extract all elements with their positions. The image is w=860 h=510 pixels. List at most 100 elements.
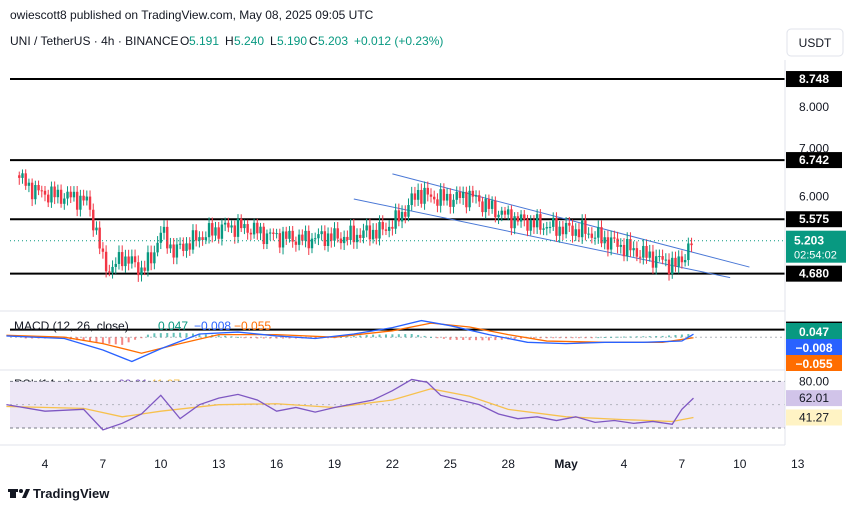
candle-body xyxy=(117,252,121,264)
macd-hist-bar xyxy=(114,337,117,345)
candle-body xyxy=(127,256,130,264)
candle-body xyxy=(169,244,172,249)
macd-hist-bar xyxy=(262,337,265,339)
time-tick-label: 7 xyxy=(100,457,107,471)
candle-body xyxy=(632,248,635,251)
time-tick-label: 25 xyxy=(444,457,458,471)
candle-body xyxy=(394,210,397,229)
candle-body xyxy=(671,257,674,274)
macd-hist-bar xyxy=(655,336,658,338)
level-badge xyxy=(786,152,842,169)
time-tick-label: 7 xyxy=(679,457,686,471)
candle-body xyxy=(27,182,31,186)
candle-body xyxy=(317,234,320,239)
candle-body xyxy=(59,189,63,204)
macd-hist-bar xyxy=(230,336,233,338)
macd-hist-bar xyxy=(565,337,568,339)
candle-body xyxy=(523,214,526,220)
candle-body xyxy=(626,239,629,257)
candle-body xyxy=(281,231,285,248)
candle-body xyxy=(484,198,487,213)
candle-body xyxy=(217,227,220,239)
candle-body xyxy=(72,191,76,198)
macd-hist-bar xyxy=(468,337,471,341)
candle-body xyxy=(455,191,458,200)
macd-hist-bar xyxy=(82,337,85,342)
candle-body xyxy=(259,226,262,234)
macd-hist-bar xyxy=(558,337,561,339)
candle-body xyxy=(362,230,365,238)
candle-body xyxy=(336,228,339,239)
candle-body xyxy=(162,226,166,233)
macd-hist-bar xyxy=(127,337,130,343)
candle-body xyxy=(156,242,159,253)
macd-hist-bar xyxy=(352,335,355,338)
macd-hist-bar xyxy=(577,337,580,339)
candle-body xyxy=(265,233,269,245)
candle-body xyxy=(272,232,275,234)
candle-body xyxy=(285,231,288,239)
channel-upper-line xyxy=(392,173,750,268)
candle-body xyxy=(101,248,105,252)
candle-body xyxy=(654,256,658,268)
currency-button[interactable]: USDT xyxy=(786,28,844,57)
candle-body xyxy=(79,195,82,210)
macd-hist-bar xyxy=(404,334,407,338)
candle-body xyxy=(146,252,150,271)
macd-hist-bar xyxy=(500,337,503,340)
macd-header: MACD (12, 26, close) 0.047 −0.008 −0.055 xyxy=(14,319,271,333)
macd-hist-bar xyxy=(224,335,227,338)
candle-body xyxy=(384,229,388,231)
price-tick-label: 6.000 xyxy=(799,189,829,203)
candle-body xyxy=(590,233,594,238)
macd-hist-bar xyxy=(487,337,490,341)
candle-body xyxy=(310,238,314,249)
candle-body xyxy=(56,189,60,198)
macd-hist-bar xyxy=(365,335,368,338)
candle-body xyxy=(490,200,494,209)
candle-body xyxy=(24,173,27,186)
candle-body xyxy=(548,226,552,228)
candle-body xyxy=(603,237,606,244)
candle-body xyxy=(371,229,375,240)
candle-body xyxy=(63,198,66,204)
candle-body xyxy=(494,200,497,218)
macd-hist-bar xyxy=(603,336,606,338)
macd-hist-bar xyxy=(629,336,632,338)
candle-body xyxy=(593,237,597,239)
currency-button-label[interactable]: USDT xyxy=(799,36,832,50)
published-line: owiescott8 published on TradingView.com,… xyxy=(10,8,374,22)
tv-logo-text: TradingView xyxy=(33,486,110,501)
macd-hist-bar xyxy=(198,334,201,338)
candle-body xyxy=(69,191,72,198)
candle-body xyxy=(207,223,211,238)
candle-body xyxy=(240,218,243,229)
macd-hist-bar xyxy=(24,337,27,339)
macd-hist-bar xyxy=(462,337,465,340)
time-tick-label: 28 xyxy=(502,457,516,471)
candle-body xyxy=(30,182,34,200)
candle-body xyxy=(539,214,542,230)
symbol-header: UNI / TetherUS · 4h · BINANCE O 5.191 H … xyxy=(10,34,443,48)
macd-hist-bar xyxy=(391,334,394,338)
candle-body xyxy=(658,256,661,258)
macd-hist-bar xyxy=(159,333,162,338)
candle-body xyxy=(645,245,648,258)
candle-body xyxy=(140,267,143,276)
time-tick-label: 4 xyxy=(621,457,628,471)
candle-body xyxy=(622,244,626,257)
open-label: O xyxy=(180,34,189,48)
time-tick-label: 13 xyxy=(212,457,226,471)
macd-hist-bar xyxy=(494,337,497,341)
macd-line xyxy=(6,319,694,363)
close-label: C xyxy=(309,34,318,48)
rsi-line xyxy=(6,378,694,431)
time-axis: 4 7 10 13 16 19 22 25 28 May 4 7 10 13 xyxy=(42,457,805,471)
macd-hist-bar xyxy=(275,337,278,339)
candle-body xyxy=(34,185,37,200)
candle-body xyxy=(359,234,362,238)
candle-body xyxy=(503,210,507,215)
candle-body xyxy=(513,216,516,229)
rsi-ma-line xyxy=(6,388,694,423)
candle-body xyxy=(137,262,140,276)
